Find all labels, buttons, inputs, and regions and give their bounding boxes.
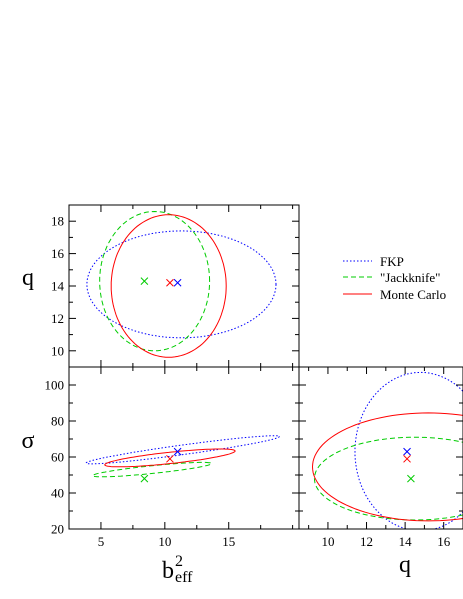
x-tick-label-sigma-vs-q: 16 (437, 534, 451, 549)
panels-layer: 10 12 14 16 18 5 10 15 20 40 60 80 100 10 12 14 16 (45, 204, 463, 549)
x-tick-label-sigma-vs-b2eff: 5 (98, 534, 105, 549)
panel-content-sigma-vs-q (311, 371, 463, 529)
marker-fkp-sigma-vs-q (403, 447, 411, 456)
y-axis-label-sigma: σ (22, 428, 35, 454)
x-tick-label-sigma-vs-b2eff: 10 (158, 534, 171, 549)
legend: FKP "Jackknife" Monte Carlo (343, 254, 446, 302)
y-axis-label-q: q (22, 265, 34, 291)
marker-monte-carlo-sigma-vs-q (403, 454, 411, 463)
marker-stroke-b (166, 454, 174, 463)
x-tick-label-sigma-vs-q: 10 (321, 534, 334, 549)
marker-fkp-sigma-vs-b2eff (173, 447, 182, 456)
y-tick-label-sigma-vs-b2eff: 40 (51, 486, 64, 501)
y-tick-label-sigma-vs-b2eff: 20 (51, 522, 64, 537)
marker-stroke-b (173, 447, 182, 456)
marker-stroke-b (407, 474, 415, 483)
panel-sigma-vs-q: 10 12 14 16 (298, 366, 463, 549)
legend-label-jackknife: "Jackknife" (380, 270, 440, 285)
panel-q-vs-b2eff: 10 12 14 16 18 (51, 204, 300, 368)
ellipse-jackknife-q-vs-b2eff (99, 210, 211, 352)
panel-content-q-vs-b2eff (86, 210, 277, 358)
ellipse-monte-carlo-sigma-vs-q (311, 412, 463, 522)
x-axis-label-b2eff-base: b (162, 558, 174, 584)
y-tick-label-sigma-vs-b2eff: 80 (51, 414, 64, 429)
ellipse-fkp-sigma-vs-q (354, 371, 463, 529)
marker-stroke-b (403, 447, 411, 456)
ellipse-jackknife-sigma-vs-b2eff (92, 461, 213, 478)
x-tick-label-sigma-vs-b2eff: 15 (222, 534, 235, 549)
marker-stroke-b (140, 277, 149, 285)
marker-jackknife-q-vs-b2eff (140, 277, 149, 285)
ellipse-fkp-q-vs-b2eff (86, 230, 277, 339)
y-tick-label-q-vs-b2eff: 10 (51, 343, 64, 358)
ellipse-fkp-sigma-vs-b2eff (85, 435, 280, 465)
marker-stroke-b (173, 278, 182, 287)
y-tick-label-sigma-vs-b2eff: 100 (45, 378, 65, 393)
y-tick-label-q-vs-b2eff: 12 (51, 311, 64, 326)
x-axis-label-b2eff-sup: 2 (175, 553, 183, 570)
x-tick-label-sigma-vs-q: 12 (360, 534, 373, 549)
x-axis-label-b2eff-sub: eff (175, 569, 193, 586)
ellipse-jackknife-sigma-vs-q (313, 436, 463, 521)
y-tick-label-q-vs-b2eff: 16 (51, 246, 65, 261)
x-tick-label-sigma-vs-q: 14 (399, 534, 413, 549)
y-tick-label-q-vs-b2eff: 18 (51, 214, 64, 229)
marker-fkp-q-vs-b2eff (173, 278, 182, 287)
y-tick-label-q-vs-b2eff: 14 (51, 279, 65, 294)
panel-frame-sigma-vs-b2eff (68, 366, 300, 530)
legend-label-fkp: FKP (380, 254, 404, 269)
ellipse-monte-carlo-q-vs-b2eff (110, 214, 227, 358)
marker-jackknife-sigma-vs-q (407, 474, 415, 483)
y-tick-label-sigma-vs-b2eff: 60 (51, 450, 64, 465)
panel-content-sigma-vs-b2eff (85, 435, 280, 483)
x-axis-label-b2eff: b2 eff (162, 553, 193, 586)
marker-stroke-b (140, 474, 149, 483)
panel-frame-sigma-vs-q (298, 366, 463, 530)
marker-monte-carlo-sigma-vs-b2eff (166, 454, 174, 463)
panel-frame-q-vs-b2eff (68, 204, 300, 368)
marker-monte-carlo-q-vs-b2eff (166, 278, 174, 287)
marker-jackknife-sigma-vs-b2eff (140, 474, 149, 483)
legend-label-monte-carlo: Monte Carlo (380, 287, 446, 302)
panel-sigma-vs-b2eff: 5 10 15 20 40 60 80 100 (45, 366, 300, 549)
marker-stroke-b (403, 454, 411, 463)
x-axis-label-q: q (399, 552, 411, 578)
marker-stroke-b (166, 278, 174, 287)
ellipse-monte-carlo-sigma-vs-b2eff (104, 448, 236, 468)
